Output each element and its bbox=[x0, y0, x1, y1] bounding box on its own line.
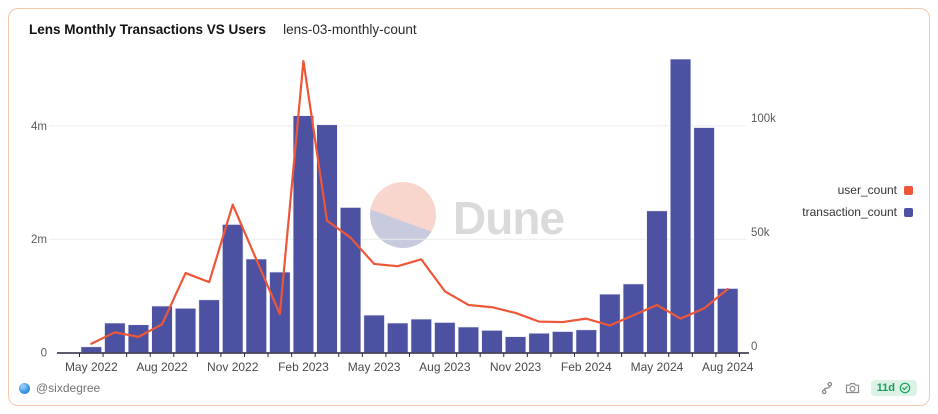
bar[interactable] bbox=[363, 314, 385, 353]
legend-swatch-transaction-count bbox=[904, 207, 913, 217]
legend-label: transaction_count bbox=[802, 205, 897, 219]
transaction-bars bbox=[80, 58, 739, 353]
x-axis-month-label: Nov 2022 bbox=[207, 360, 259, 374]
x-axis-month-label: Aug 2022 bbox=[136, 360, 188, 374]
bar[interactable] bbox=[481, 330, 503, 353]
bar[interactable] bbox=[552, 331, 574, 353]
x-axis-month-label: Nov 2023 bbox=[490, 360, 542, 374]
bar[interactable] bbox=[339, 207, 362, 353]
bar[interactable] bbox=[646, 210, 668, 353]
refresh-age-badge[interactable]: 11d bbox=[870, 380, 917, 396]
legend-item-user-count[interactable]: user_count bbox=[838, 179, 913, 201]
bar[interactable] bbox=[245, 258, 267, 353]
author-name: @sixdegree bbox=[36, 381, 101, 395]
chart-canvas[interactable]: 0 2m 4m 0 50k 100k May 2022 Aug 2022 Nov 2022 Feb… bbox=[9, 46, 931, 381]
author-link[interactable]: @sixdegree bbox=[19, 381, 100, 395]
legend-item-transaction-count[interactable]: transaction_count bbox=[802, 201, 913, 223]
bar[interactable] bbox=[693, 127, 715, 353]
bar[interactable] bbox=[316, 124, 338, 353]
x-axis bbox=[57, 352, 749, 357]
bar[interactable] bbox=[387, 322, 409, 353]
bar[interactable] bbox=[292, 115, 315, 353]
right-axis-labels: 0 50k 100k bbox=[751, 113, 776, 353]
left-axis-tick-label: 2m bbox=[31, 234, 47, 246]
left-axis-tick-label: 0 bbox=[41, 348, 47, 360]
bar[interactable] bbox=[104, 322, 126, 353]
chart-title: Lens Monthly Transactions VS Users bbox=[29, 22, 267, 37]
x-axis-month-label: Feb 2023 bbox=[278, 360, 329, 374]
dune-logo-icon bbox=[370, 182, 436, 248]
bar[interactable] bbox=[410, 318, 432, 353]
x-axis-month-label: May 2022 bbox=[65, 360, 118, 374]
bar[interactable] bbox=[528, 332, 550, 353]
footer-actions: 11d bbox=[819, 380, 917, 396]
x-axis-month-label: May 2023 bbox=[348, 360, 401, 374]
x-axis-month-label: Feb 2024 bbox=[561, 360, 612, 374]
camera-icon[interactable] bbox=[845, 380, 861, 396]
legend-swatch-user-count bbox=[904, 185, 913, 195]
x-axis-labels: May 2022 Aug 2022 Nov 2022 Feb 2023 May 2023… bbox=[65, 360, 754, 374]
chart-card: Lens Monthly Transactions VS Users lens-… bbox=[8, 8, 930, 406]
bar[interactable] bbox=[575, 329, 597, 353]
query-name-link[interactable]: lens-03-monthly-count bbox=[283, 22, 417, 37]
x-axis-month-label: Aug 2023 bbox=[419, 360, 471, 374]
bar[interactable] bbox=[80, 346, 102, 353]
card-footer: @sixdegree 11d bbox=[19, 378, 917, 398]
bar[interactable] bbox=[434, 322, 456, 353]
bar[interactable] bbox=[504, 336, 527, 353]
fork-icon[interactable] bbox=[819, 380, 835, 396]
left-axis-labels: 0 2m 4m bbox=[31, 121, 47, 360]
left-axis-tick-label: 4m bbox=[31, 121, 47, 133]
x-axis-month-label: May 2024 bbox=[631, 360, 684, 374]
legend-label: user_count bbox=[837, 183, 897, 197]
bar[interactable] bbox=[669, 58, 692, 353]
bar[interactable] bbox=[174, 308, 197, 353]
bar[interactable] bbox=[222, 224, 244, 353]
right-axis-tick-label: 0 bbox=[751, 341, 757, 353]
refresh-age-text: 11d bbox=[876, 382, 895, 394]
chart-header: Lens Monthly Transactions VS Users lens-… bbox=[29, 22, 417, 37]
right-axis-tick-label: 50k bbox=[751, 227, 770, 239]
bar[interactable] bbox=[717, 288, 739, 353]
dune-watermark-text: Dune bbox=[453, 192, 565, 244]
author-avatar bbox=[19, 382, 30, 394]
x-axis-month-label: Aug 2024 bbox=[702, 360, 754, 374]
bar[interactable] bbox=[127, 324, 150, 353]
bar[interactable] bbox=[457, 326, 480, 353]
right-axis-tick-label: 100k bbox=[751, 113, 776, 125]
user-count-line[interactable] bbox=[90, 59, 729, 345]
bar[interactable] bbox=[198, 299, 220, 353]
gridlines bbox=[49, 125, 746, 240]
chart-legend: user_count transaction_count bbox=[802, 179, 913, 223]
check-circle-icon bbox=[899, 382, 911, 394]
